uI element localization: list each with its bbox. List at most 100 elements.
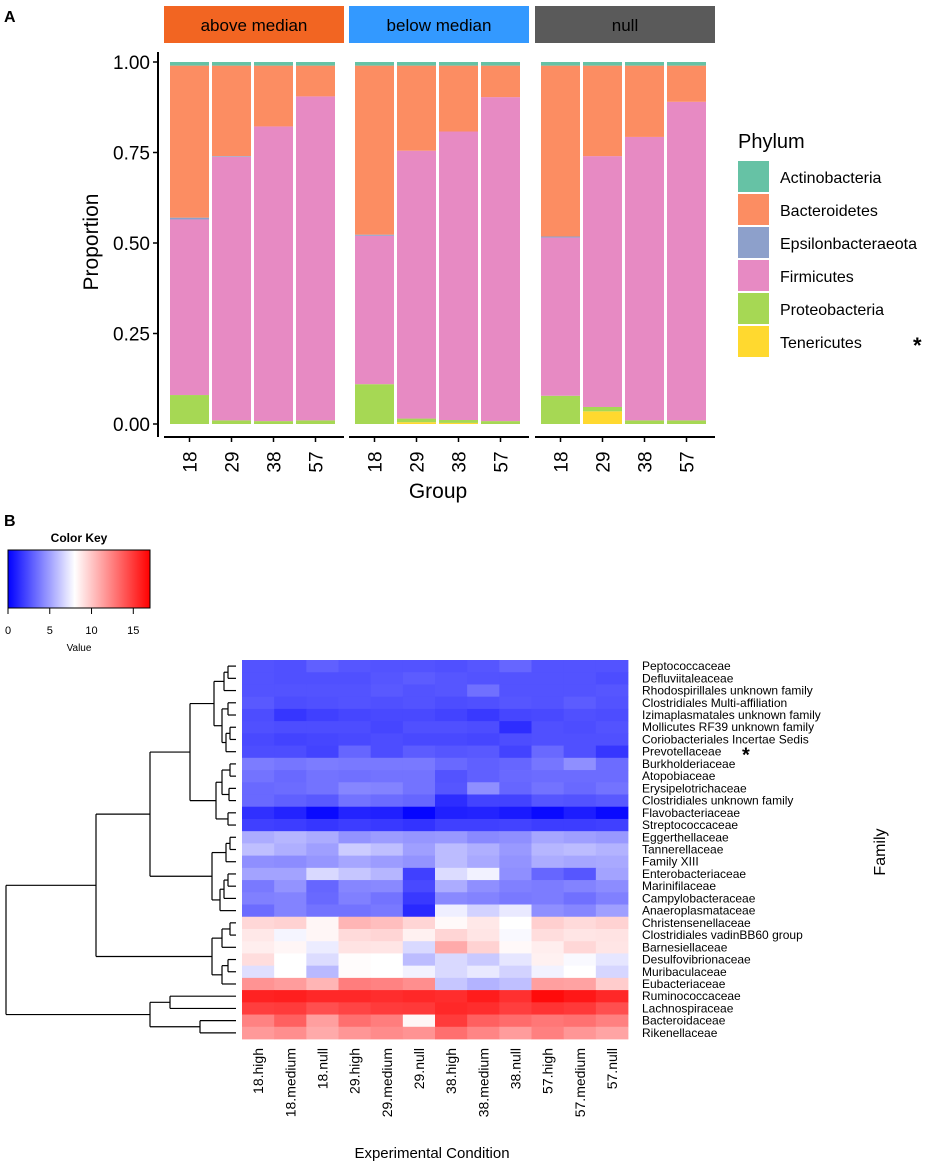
heatmap-cell [531, 782, 565, 795]
bar-segment [355, 62, 394, 66]
heatmap-cell [274, 892, 307, 905]
heatmap-cell [531, 1002, 565, 1015]
bar-segment [439, 420, 478, 423]
row-label: Flavobacteriaceae [642, 806, 740, 820]
heatmap-cell [531, 794, 565, 808]
heatmap-cell [402, 818, 436, 832]
facet-strip [164, 6, 344, 43]
heatmap-cell [435, 745, 468, 759]
heatmap-cell [306, 928, 339, 942]
bar-segment [355, 234, 394, 236]
bar-segment [481, 62, 520, 66]
row-label: Peptococcaceae [642, 659, 731, 673]
row-label: Family XIII [642, 855, 699, 869]
heatmap-cell [402, 672, 436, 685]
color-key-tick-label: 0 [5, 625, 11, 637]
heatmap-cell [595, 660, 629, 673]
bar-segment [583, 156, 622, 407]
heatmap-cell [370, 928, 404, 942]
heatmap-cell [435, 892, 468, 905]
heatmap-cell [563, 684, 597, 698]
heatmap-cell [499, 660, 532, 673]
heatmap-cell [435, 977, 468, 991]
heatmap-cell [274, 696, 307, 710]
heatmap-cell [306, 733, 339, 746]
heatmap-cell [499, 818, 532, 832]
heatmap-cell [435, 672, 468, 685]
bar-segment [170, 217, 209, 220]
heatmap-cell [499, 806, 532, 820]
heatmap-cell [435, 782, 468, 795]
heatmap-cell [563, 745, 597, 759]
legend-swatch [738, 293, 769, 324]
column-label: 29.high [347, 1048, 363, 1094]
heatmap-cell [306, 794, 339, 808]
heatmap-cell [563, 880, 597, 893]
heatmap-cell [274, 928, 307, 942]
heatmap-cell [370, 1026, 404, 1040]
color-key-label: Value [67, 643, 92, 654]
heatmap-cell [402, 1002, 436, 1015]
bar-segment [212, 156, 251, 157]
heatmap-cell [306, 977, 339, 991]
heatmap-cell [402, 941, 436, 954]
heatmap-cell [338, 770, 372, 783]
heatmap-cell [435, 770, 468, 783]
heatmap-cell [370, 818, 404, 832]
heatmap-cell [595, 782, 629, 795]
heatmap-cell [370, 1002, 404, 1015]
panel-b-label: B [4, 513, 16, 530]
heatmap-cell [242, 660, 275, 673]
row-label: Barnesiellaceae [642, 940, 728, 954]
heatmap-cell [402, 977, 436, 991]
bar-segment [170, 62, 209, 66]
bar-segment [625, 136, 664, 421]
heatmap-cell [402, 1014, 436, 1028]
heatmap-cell [402, 831, 436, 844]
heatmap-cell [274, 904, 307, 918]
heatmap-cell [306, 1014, 339, 1028]
legend-label: Actinobacteria [780, 170, 881, 187]
heatmap-cell [499, 855, 532, 869]
heatmap-cell [499, 794, 532, 808]
heatmap-cell [467, 733, 500, 746]
heatmap-cell [499, 1026, 532, 1040]
heatmap-cell [563, 782, 597, 795]
bar-segment [170, 219, 209, 396]
facet-strip [535, 6, 715, 43]
heatmap-cell [242, 904, 275, 918]
heatmap-cell [402, 733, 436, 746]
bar-segment [397, 422, 436, 424]
heatmap-cell [370, 990, 404, 1003]
heatmap-cell [499, 696, 532, 710]
bar-segment [625, 65, 664, 137]
heatmap-cell [563, 990, 597, 1003]
heatmap-cell [370, 696, 404, 710]
bar-segment [541, 395, 580, 424]
heatmap-cell [531, 770, 565, 783]
heatmap-cell [306, 855, 339, 869]
heatmap-cell [531, 941, 565, 954]
heatmap-cell [242, 672, 275, 685]
column-label: 18.high [250, 1048, 266, 1094]
heatmap-cell [306, 990, 339, 1003]
heatmap-cell [242, 733, 275, 746]
heatmap-cell [242, 684, 275, 698]
heatmap-cell [435, 806, 468, 820]
heatmap-cell [595, 916, 629, 930]
heatmap-cell [563, 794, 597, 808]
row-label: Coriobacteriales Incertae Sedis [642, 732, 809, 746]
heatmap-cell [595, 843, 629, 857]
heatmap-cell [531, 660, 565, 673]
heatmap-cell [402, 867, 436, 881]
heatmap-y-title: Family [872, 828, 889, 875]
heatmap-cell [338, 904, 372, 918]
heatmap-cell [435, 965, 468, 979]
heatmap-cell [338, 1014, 372, 1028]
heatmap-cell [499, 941, 532, 954]
heatmap-cell [563, 660, 597, 673]
x-tick-label: 29 [223, 451, 244, 472]
heatmap-cell [435, 831, 468, 844]
heatmap-cell [467, 757, 500, 771]
y-tick-label: 0.25 [113, 325, 150, 346]
